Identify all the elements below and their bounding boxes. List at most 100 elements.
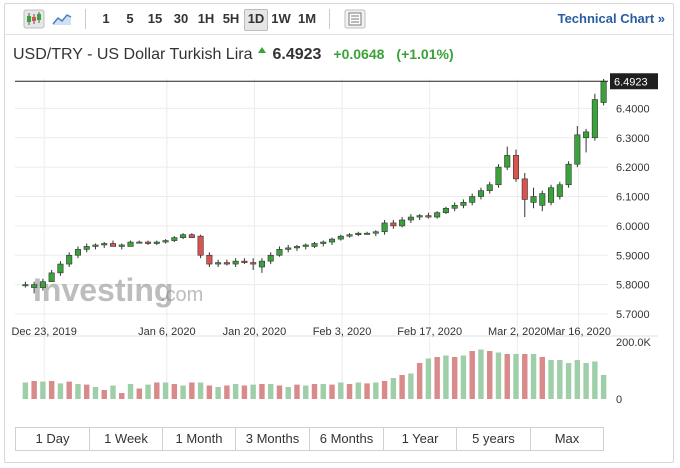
candle-up xyxy=(162,240,169,243)
volume-bar-up xyxy=(92,387,99,399)
chart-widget: 1 5 15 30 1H 5H 1D 1W 1M Technical Chart… xyxy=(4,3,674,463)
interval-30[interactable]: 30 xyxy=(173,11,189,26)
candle-up xyxy=(565,163,572,186)
interval-1h[interactable]: 1H xyxy=(197,11,215,26)
area-chart-icon[interactable] xyxy=(51,9,73,29)
range-3-months[interactable]: 3 Months xyxy=(236,428,310,450)
volume-bar-up xyxy=(162,382,169,399)
candle-up xyxy=(83,246,90,250)
interval-1m[interactable]: 1M xyxy=(297,11,317,26)
candle-up xyxy=(215,262,222,265)
volume-bar-up xyxy=(338,382,344,399)
range-1-week[interactable]: 1 Week xyxy=(90,428,163,450)
candle-up xyxy=(320,241,327,244)
candle-up xyxy=(232,260,239,265)
candle-up xyxy=(477,190,484,197)
candlestick-icon[interactable] xyxy=(23,9,45,29)
interval-5h[interactable]: 5H xyxy=(222,11,240,26)
candle-up xyxy=(600,80,607,103)
interval-5[interactable]: 5 xyxy=(126,11,134,26)
candle-up xyxy=(434,212,441,218)
toolbar-divider xyxy=(329,9,330,29)
volume-bar-up xyxy=(565,363,572,399)
candle-up xyxy=(276,249,283,256)
candle-up xyxy=(399,219,406,227)
interval-15[interactable]: 15 xyxy=(147,11,163,26)
volume-bar-down xyxy=(504,354,510,399)
candle-up xyxy=(407,216,414,221)
volume-bar-down xyxy=(329,384,335,399)
candle-up xyxy=(355,232,362,235)
candle-up xyxy=(180,234,187,238)
volume-bar-down xyxy=(346,384,353,399)
interval-1w[interactable]: 1W xyxy=(271,11,291,26)
range-1-year[interactable]: 1 Year xyxy=(384,428,457,450)
candle-up xyxy=(285,247,292,250)
volume-bar-up xyxy=(127,384,134,399)
volume-bar-down xyxy=(189,382,195,399)
candle-up xyxy=(442,207,449,213)
range-6-months[interactable]: 6 Months xyxy=(310,428,384,450)
candle-up xyxy=(136,241,143,244)
candle-up xyxy=(258,260,265,268)
x-tick-label: Mar 2, 2020 xyxy=(488,326,547,338)
y-tick-label: 6.1000 xyxy=(616,192,650,204)
volume-bar-up xyxy=(57,383,64,399)
volume-tick-label: 0 xyxy=(616,394,622,406)
volume-bar-down xyxy=(136,388,142,399)
candle-up xyxy=(57,263,64,274)
volume-bar-up xyxy=(574,360,581,399)
price-change-pct: (+1.01%) xyxy=(396,46,454,62)
candle-up xyxy=(548,187,555,203)
range-1-month[interactable]: 1 Month xyxy=(163,428,236,450)
interval-1d[interactable]: 1D xyxy=(244,9,268,31)
candle-down xyxy=(109,243,117,247)
range-max[interactable]: Max xyxy=(554,431,580,446)
y-tick-label: 6.3000 xyxy=(616,133,650,145)
volume-bar-down xyxy=(154,382,160,399)
last-price-tag xyxy=(610,73,658,90)
volume-bar-down xyxy=(31,381,37,399)
volume-bar-up xyxy=(110,385,116,399)
volume-bar-down xyxy=(539,357,546,399)
volume-bar-up xyxy=(250,384,256,399)
last-price-line: 6.4923 xyxy=(15,73,658,90)
volume-bar-up xyxy=(443,355,449,399)
candle-up xyxy=(364,232,371,235)
investing-watermark: Investing .com xyxy=(33,272,203,308)
watermark-suffix: .com xyxy=(160,284,203,306)
table-icon[interactable] xyxy=(344,9,366,29)
candle-up xyxy=(267,254,274,262)
volume-bar-down xyxy=(101,390,107,399)
technical-chart-link[interactable]: Technical Chart » xyxy=(557,11,665,26)
last-price: 6.4923 xyxy=(272,46,322,63)
candle-up xyxy=(504,155,511,168)
volume-bar-up xyxy=(75,384,81,399)
y-tick-label: 5.7000 xyxy=(616,309,650,321)
interval-1[interactable]: 1 xyxy=(102,11,110,26)
price-chart[interactable]: Investing .com 6.4000 6.3000 6.2000 6.1000 6… xyxy=(5,4,673,424)
candle-up xyxy=(74,249,81,256)
volume-bar-up xyxy=(22,382,29,399)
candle-up xyxy=(451,205,458,209)
volume-bar-up xyxy=(145,384,151,399)
range-5-years[interactable]: 5 years xyxy=(457,428,531,450)
candle-up xyxy=(127,241,134,247)
volume-bars xyxy=(22,349,607,399)
y-tick-label: 6.4000 xyxy=(616,103,650,115)
candle-up xyxy=(329,238,336,243)
y-tick-label: 5.8000 xyxy=(616,280,650,292)
range-1-day[interactable]: 1 Day xyxy=(16,428,90,450)
x-tick-label: Jan 6, 2020 xyxy=(138,326,196,338)
x-tick-label: Jan 20, 2020 xyxy=(223,326,287,338)
volume-bar-down xyxy=(48,381,55,399)
candle-up xyxy=(486,184,493,191)
candle-down xyxy=(145,241,152,244)
x-tick-label: Feb 3, 2020 xyxy=(313,326,372,338)
volume-bar-down xyxy=(259,384,265,399)
candle-up xyxy=(495,166,502,186)
candle-down xyxy=(390,222,397,227)
candle-up xyxy=(293,246,300,249)
y-tick-label: 6.2000 xyxy=(616,162,650,174)
volume-axis: 200.0K 0 xyxy=(616,337,652,406)
